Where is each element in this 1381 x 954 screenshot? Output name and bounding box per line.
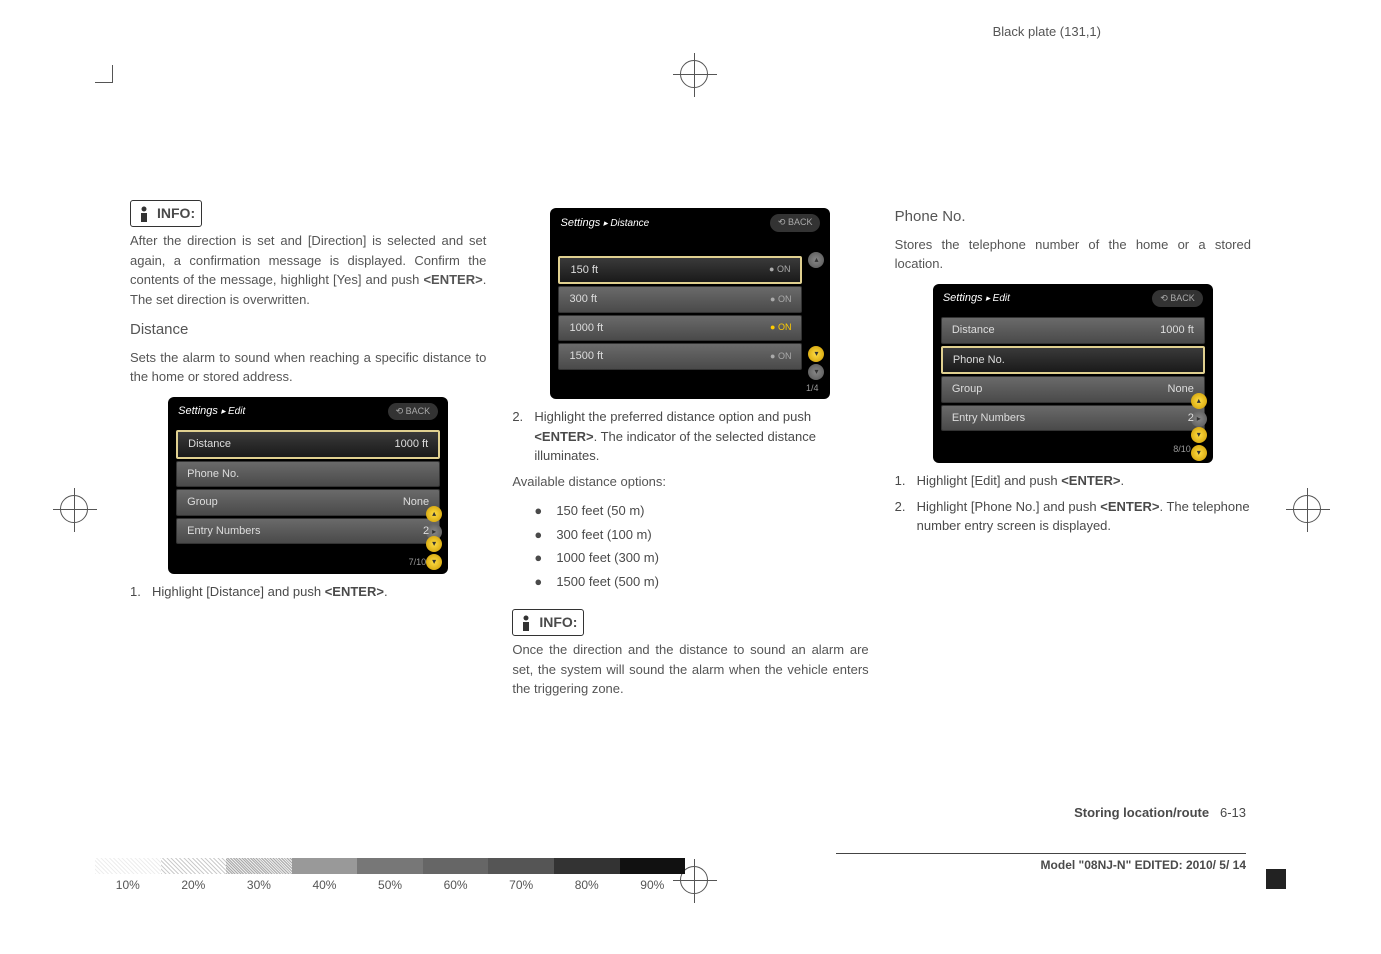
step-number: 2. — [512, 407, 534, 466]
register-mark — [60, 495, 88, 523]
step-number: 1. — [895, 471, 917, 491]
row-300: 300 ft● ON — [558, 286, 802, 313]
info-label: INFO: — [157, 203, 195, 224]
row-group: GroupNone — [176, 489, 440, 516]
info-label: INFO: — [539, 612, 577, 633]
row-phone: Phone No. — [176, 461, 440, 488]
phone-heading: Phone No. — [895, 206, 1251, 229]
footer-section: Storing location/route 6-13 — [1074, 805, 1246, 820]
row-entry: Entry Numbers2 — [941, 405, 1205, 432]
row-150: 150 ft● ON — [558, 256, 802, 285]
info-box: INFO: — [130, 200, 202, 227]
info-box: INFO: — [512, 609, 584, 636]
distance-options-list: ●150 feet (50 m) ●300 feet (100 m) ●1000… — [534, 501, 868, 591]
page-indicator: 1/4 — [550, 380, 830, 400]
row-1000: 1000 ft● ON — [558, 315, 802, 342]
screenshot-edit-1: Settings ▸ Edit ⟲ BACK Distance1000 ft P… — [168, 397, 448, 574]
row-group: GroupNone — [941, 376, 1205, 403]
distance-option: ●300 feet (100 m) — [534, 525, 868, 545]
back-button: ⟲ BACK — [388, 403, 439, 421]
screenshot-subtitle: Distance — [610, 218, 649, 229]
info-icon — [519, 616, 533, 630]
scroll-down-icon: ▾ — [1191, 427, 1207, 443]
step-number: 2. — [895, 497, 917, 536]
screenshot-title: Settings — [943, 292, 983, 304]
gradient-bar — [95, 858, 685, 874]
info-body: After the direction is set and [Directio… — [130, 231, 486, 309]
scroll-down-icon: ▾ — [808, 346, 824, 362]
step-number: 1. — [130, 582, 152, 602]
screenshot-title: Settings — [560, 217, 600, 229]
info-icon — [137, 207, 151, 221]
step-2: 2. Highlight the preferred distance opti… — [512, 407, 868, 466]
column-3: Phone No. Stores the telephone number of… — [895, 200, 1251, 709]
page-header: Black plate (131,1) — [993, 24, 1101, 39]
available-heading: Available distance options: — [512, 472, 868, 492]
distance-option: ●1000 feet (300 m) — [534, 548, 868, 568]
crop-mark — [1266, 869, 1286, 889]
register-mark — [1293, 495, 1321, 523]
back-button: ⟲ BACK — [770, 214, 821, 232]
step-1: 1. Highlight [Edit] and push <ENTER>. — [895, 471, 1251, 491]
page-indicator: 8/10 — [933, 441, 1213, 461]
column-1: INFO: After the direction is set and [Di… — [130, 200, 486, 709]
back-button: ⟲ BACK — [1152, 290, 1203, 308]
row-distance: Distance1000 ft — [941, 317, 1205, 344]
distance-option: ●150 feet (50 m) — [534, 501, 868, 521]
scroll-up-icon: ▴ — [808, 252, 824, 268]
footer-model: Model "08NJ-N" EDITED: 2010/ 5/ 14 — [836, 853, 1246, 872]
distance-option: ●1500 feet (500 m) — [534, 572, 868, 592]
step-2: 2. Highlight [Phone No.] and push <ENTER… — [895, 497, 1251, 536]
distance-heading: Distance — [130, 319, 486, 342]
step-1: 1. Highlight [Distance] and push <ENTER>… — [130, 582, 486, 602]
screenshot-title: Settings — [178, 405, 218, 417]
row-phone: Phone No. — [941, 346, 1205, 375]
register-mark — [680, 60, 708, 88]
column-2: Settings ▸ Distance ⟲ BACK ▴ 150 ft● ON … — [512, 200, 868, 709]
screenshot-edit-2: Settings ▸ Edit ⟲ BACK Distance1000 ft P… — [933, 284, 1213, 464]
content-area: INFO: After the direction is set and [Di… — [130, 200, 1251, 709]
distance-body: Sets the alarm to sound when reaching a … — [130, 348, 486, 387]
scroll-end-icon: ▾ — [808, 364, 824, 380]
scroll-end-icon: ▾ — [426, 554, 442, 570]
scroll-end-icon: ▾ — [1191, 445, 1207, 461]
row-entry: Entry Numbers2 — [176, 518, 440, 545]
page-indicator: 7/10 — [168, 554, 448, 574]
row-1500: 1500 ft● ON — [558, 343, 802, 370]
row-distance: Distance1000 ft — [176, 430, 440, 459]
screenshot-subtitle: Edit — [993, 293, 1010, 304]
gradient-labels: 10% 20% 30% 40% 50% 60% 70% 80% 90% — [95, 878, 685, 892]
screenshot-distance: Settings ▸ Distance ⟲ BACK ▴ 150 ft● ON … — [550, 208, 830, 399]
screenshot-subtitle: Edit — [228, 406, 245, 417]
phone-body: Stores the telephone number of the home … — [895, 235, 1251, 274]
info-body: Once the direction and the distance to s… — [512, 640, 868, 699]
crop-mark — [95, 65, 113, 83]
